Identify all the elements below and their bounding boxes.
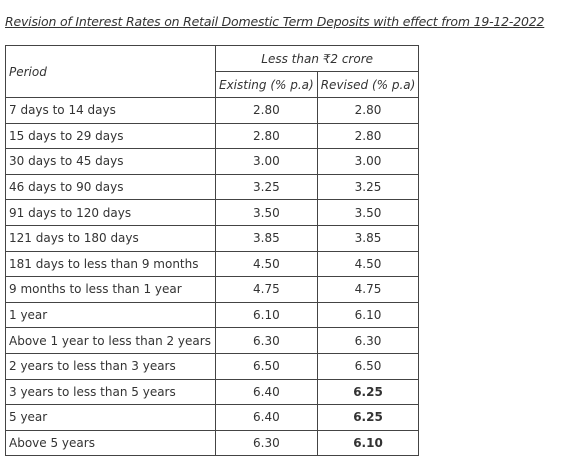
period-cell: 46 days to 90 days <box>5 173 216 201</box>
rate-cell: 6.40 <box>215 404 318 431</box>
header-row: Existing (% p.a) Revised (% p.a) <box>6 71 420 98</box>
period-cell: 7 days to 14 days <box>5 97 216 124</box>
rate-cell: 3.25 <box>215 173 318 201</box>
table-row: 3 years to less than 5 years 6.40 6.25 <box>5 378 420 406</box>
period-cell: 1 year <box>5 301 216 329</box>
column-header: Revised (% p.a) <box>316 71 420 98</box>
table-header: Period Less than ₹2 crore Existing (% p.… <box>5 45 420 98</box>
period-cell: 2 years to less than 3 years <box>5 352 216 380</box>
rate-cell: 6.30 <box>215 327 318 354</box>
rate-cell: 3.50 <box>316 199 420 226</box>
rate-cell: 4.50 <box>215 250 318 278</box>
rate-cell: 2.80 <box>316 97 420 124</box>
period-cell: Above 1 year to less than 2 years <box>5 327 216 354</box>
title: Revision of Interest Rates on Retail Dom… <box>5 14 545 29</box>
rate-cell: 3.25 <box>316 173 420 201</box>
table-row: 2 years to less than 3 years 6.50 6.50 <box>5 352 420 380</box>
rate-cell: 6.40 <box>215 378 318 406</box>
rate-cell: 3.85 <box>215 224 318 252</box>
rate-cell: 4.50 <box>316 250 420 278</box>
period-cell: 91 days to 120 days <box>5 199 216 226</box>
table-row: 181 days to less than 9 months 4.50 4.50 <box>5 250 420 278</box>
table-row: Above 1 year to less than 2 years 6.30 6.3… <box>5 327 420 354</box>
rate-cell: 3.00 <box>316 148 420 175</box>
rate-cell: 3.85 <box>316 224 420 252</box>
group-header: Less than ₹2 crore <box>214 45 420 72</box>
rate-cell: 3.00 <box>215 148 318 175</box>
table-body: 7 days to 14 days 2.80 2.80 15 days to 29 d… <box>5 97 420 457</box>
period-cell: 5 year <box>5 404 216 431</box>
rate-cell: 6.50 <box>215 352 318 380</box>
rate-cell: 6.30 <box>215 429 318 457</box>
rates-table: Period Less than ₹2 crore Existing (% p.… <box>5 45 420 457</box>
table-row: 7 days to 14 days 2.80 2.80 <box>5 97 420 124</box>
rate-cell: 4.75 <box>215 276 318 303</box>
table-row: 121 days to 180 days 3.85 3.85 <box>5 224 420 252</box>
period-cell: Above 5 years <box>5 429 216 457</box>
table-row: 1 year 6.10 6.10 <box>5 301 420 329</box>
column-header: Existing (% p.a) <box>215 71 318 98</box>
period-cell: 3 years to less than 5 years <box>5 378 216 406</box>
rate-cell: 6.25 <box>316 404 420 431</box>
rate-cell: 6.10 <box>316 301 420 329</box>
rate-cell: 6.10 <box>316 429 420 457</box>
period-cell: 181 days to less than 9 months <box>5 250 216 278</box>
rate-cell: 3.50 <box>215 199 318 226</box>
rate-cell: 2.80 <box>215 97 318 124</box>
rate-cell: 4.75 <box>316 276 420 303</box>
period-cell: 15 days to 29 days <box>5 122 216 150</box>
period-header: Period <box>5 45 216 98</box>
table-row: Above 5 years 6.30 6.10 <box>5 429 420 457</box>
rate-cell: 6.25 <box>316 378 420 406</box>
rate-cell: 6.50 <box>316 352 420 380</box>
table-row: 91 days to 120 days 3.50 3.50 <box>5 199 420 226</box>
period-cell: 9 months to less than 1 year <box>5 276 216 303</box>
table-row: 5 year 6.40 6.25 <box>5 404 420 431</box>
rate-cell: 6.10 <box>215 301 318 329</box>
period-cell: 30 days to 45 days <box>5 148 216 175</box>
table-row: 46 days to 90 days 3.25 3.25 <box>5 173 420 201</box>
table-row: 30 days to 45 days 3.00 3.00 <box>5 148 420 175</box>
rate-cell: 2.80 <box>316 122 420 150</box>
rate-cell: 2.80 <box>215 122 318 150</box>
rate-cell: 6.30 <box>316 327 420 354</box>
table-row: 15 days to 29 days 2.80 2.80 <box>5 122 420 150</box>
table-row: 9 months to less than 1 year 4.75 4.75 <box>5 276 420 303</box>
period-cell: 121 days to 180 days <box>5 224 216 252</box>
header-row: Period Less than ₹2 crore <box>5 45 420 98</box>
